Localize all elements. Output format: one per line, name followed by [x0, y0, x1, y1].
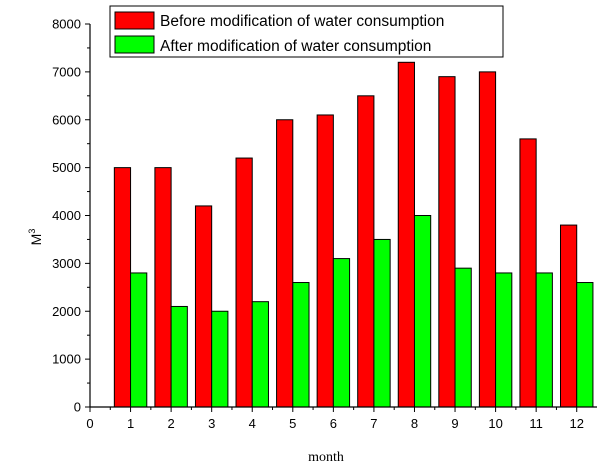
bar-after-10: [495, 272, 513, 408]
x-tick-label: 2: [168, 416, 175, 431]
x-tick-label: 12: [569, 416, 583, 431]
x-tick-label: 8: [411, 416, 418, 431]
y-tick-label: 7000: [52, 64, 81, 79]
bar-after-1: [130, 272, 148, 408]
bars-group: [113, 61, 594, 408]
x-tick-label: 1: [127, 416, 134, 431]
bar-before-7: [357, 95, 375, 408]
legend-box: [109, 5, 504, 58]
x-tick-label: 10: [488, 416, 502, 431]
x-tick-label: 9: [451, 416, 458, 431]
legend-swatch-after: [114, 35, 155, 54]
legend-swatch-before: [114, 11, 155, 30]
bar-before-11: [519, 138, 537, 408]
x-tick-label: 11: [529, 416, 543, 431]
bar-after-6: [332, 258, 351, 408]
x-tick-label: 3: [208, 416, 215, 431]
bar-before-9: [438, 76, 456, 408]
y-tick-label: 0: [74, 400, 81, 415]
bar-after-3: [211, 310, 229, 408]
bar-after-2: [170, 305, 188, 408]
y-tick-label: 4000: [52, 208, 81, 223]
bar-before-12: [559, 224, 578, 408]
legend-label-after: After modification of water consumption: [160, 38, 431, 55]
y-tick-label: 1000: [52, 352, 81, 367]
bar-before-2: [154, 167, 172, 408]
bar-after-9: [454, 267, 472, 408]
bar-before-8: [397, 61, 415, 408]
bar-after-7: [373, 238, 391, 408]
bar-after-8: [413, 215, 432, 408]
y-tick-label: 2000: [52, 304, 81, 319]
bar-before-3: [194, 205, 213, 408]
bar-before-6: [316, 114, 334, 408]
y-axis-title: M3: [27, 229, 44, 246]
y-tick-label: 3000: [52, 256, 81, 271]
legend-label-before: Before modification of water consumption: [160, 13, 444, 30]
bar-after-12: [576, 282, 594, 408]
y-tick-label: 5000: [52, 160, 81, 175]
bar-before-5: [276, 119, 294, 408]
bar-before-10: [478, 71, 497, 408]
y-tick-label: 6000: [52, 112, 81, 127]
bar-before-1: [113, 167, 132, 408]
bar-before-4: [235, 157, 253, 408]
x-axis-title: month: [308, 450, 344, 463]
bar-after-4: [251, 301, 269, 408]
x-tick-label: 5: [289, 416, 296, 431]
bar-after-5: [292, 282, 310, 408]
legend: Before modification of water consumption…: [109, 5, 504, 58]
x-tick-label: 0: [86, 416, 93, 431]
x-tick-label: 6: [330, 416, 337, 431]
x-tick-label: 7: [370, 416, 377, 431]
y-tick-label: 8000: [52, 17, 81, 32]
x-tick-label: 4: [249, 416, 256, 431]
bar-after-11: [535, 272, 553, 408]
